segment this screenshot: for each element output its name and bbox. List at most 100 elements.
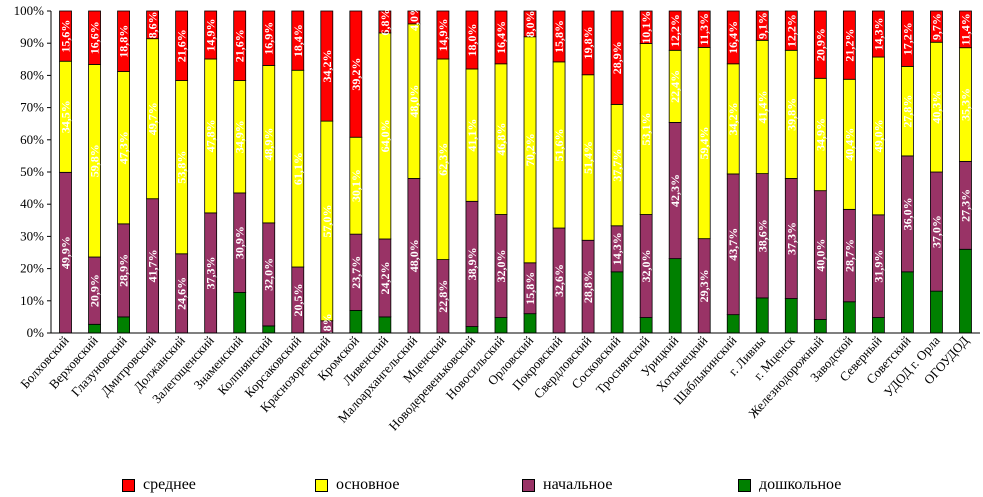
legend-label: начальное	[543, 476, 613, 493]
bar-segment-среднее	[901, 10, 914, 67]
data-label: 22,4%	[668, 70, 682, 103]
legend-item: основное	[315, 476, 399, 494]
data-label: 9,7%	[929, 13, 943, 40]
data-label: 14,9%	[436, 18, 450, 51]
data-label: 14,3%	[871, 18, 885, 51]
data-label: 18,8%	[117, 25, 131, 58]
bar-segment-среднее	[668, 10, 682, 51]
data-label: 34,5%	[59, 100, 73, 133]
data-label: 49,0%	[871, 119, 885, 152]
bar-segment-среднее	[436, 10, 450, 60]
data-label: 51,6%	[552, 128, 566, 161]
data-label: 46,8%	[494, 123, 508, 156]
data-label: 32,0%	[494, 250, 508, 283]
legend-swatch	[738, 478, 751, 492]
bar-segment-дошкольное	[610, 271, 624, 334]
y-tick-label: 70%	[20, 100, 44, 115]
bar-segment-среднее	[552, 10, 566, 63]
bar-segment-среднее	[175, 10, 189, 81]
bar-segment-среднее	[755, 10, 769, 41]
bar-segment-среднее	[813, 10, 827, 79]
bar-segment-дошкольное	[349, 310, 363, 334]
bar-segment-среднее	[842, 10, 856, 80]
bars: 49,9% 34,5% 15,6% 20,9% 59,8% 16,6% 28,9% 47,3%…	[59, 4, 973, 340]
bar-segment-дошкольное	[378, 316, 392, 334]
legend: среднее основное начальное дошкольное	[0, 474, 983, 496]
legend-item: среднее	[122, 476, 196, 494]
data-label: 10,1%	[639, 11, 653, 44]
bar-segment-среднее	[320, 10, 334, 122]
bar-segment-дошкольное	[930, 290, 943, 334]
bar-segment-среднее	[88, 10, 101, 65]
data-label: 64,0%	[378, 119, 392, 152]
data-label: 28,9%	[610, 41, 624, 74]
y-tick-label: 90%	[20, 35, 44, 50]
data-label: 19,8%	[581, 26, 595, 59]
data-label: 15,8%	[552, 20, 566, 53]
data-label: 16,4%	[726, 21, 740, 54]
data-label: 40,3%	[929, 91, 943, 124]
bar-segment-среднее	[146, 10, 160, 40]
data-label: 49,7%	[146, 102, 160, 135]
y-tick-label: 0%	[27, 325, 45, 340]
y-axis: 0% 10% 20% 30% 40% 50% 60% 70% 80% 90% 100%	[14, 3, 52, 340]
bar-segment-дошкольное	[233, 292, 247, 334]
data-label: 37,3%	[784, 222, 798, 255]
bar-segment-среднее	[378, 10, 392, 34]
data-label: 48,0%	[407, 85, 421, 118]
bar-segment-среднее	[523, 10, 537, 38]
data-label: 34,9%	[233, 120, 247, 153]
data-label: 53,1%	[639, 113, 653, 146]
data-label: 35,3%	[958, 88, 972, 121]
bar-segment-дошкольное	[784, 298, 798, 334]
data-label: 14,3%	[610, 232, 624, 265]
y-tick-label: 30%	[20, 228, 44, 243]
bar-segment-дошкольное	[842, 301, 856, 334]
data-label: 37,0%	[929, 215, 943, 248]
bar-segment-дошкольное	[262, 325, 276, 334]
data-label: 57,0%	[320, 204, 334, 237]
data-label: 6,8%	[378, 8, 392, 35]
data-label: 8,0%	[523, 10, 537, 37]
data-label: 16,6%	[88, 21, 102, 54]
bar-segment-среднее	[204, 10, 218, 60]
data-label: 49,9%	[59, 236, 73, 269]
data-label: 37,3%	[204, 256, 218, 289]
data-label: 11,3%	[697, 13, 711, 45]
data-label: 21,2%	[842, 29, 856, 62]
data-label: 28,7%	[842, 239, 856, 272]
data-label: 24,6%	[175, 277, 189, 310]
data-label: 34,2%	[320, 50, 334, 83]
bar-segment-среднее	[291, 10, 305, 71]
bar-segment-дошкольное	[117, 316, 130, 334]
data-label: 36,0%	[900, 197, 914, 230]
bar-segment-дошкольное	[901, 271, 914, 334]
data-label: 29,3%	[697, 269, 711, 302]
data-label: 28,9%	[117, 254, 131, 287]
data-label: 70,2%	[523, 133, 537, 166]
y-tick-label: 20%	[20, 261, 44, 276]
y-tick-label: 10%	[20, 293, 44, 308]
data-label: 18,4%	[291, 24, 305, 57]
data-label: 59,4%	[697, 127, 711, 160]
bar-segment-дошкольное	[465, 326, 479, 334]
bar-segment-дошкольное	[668, 258, 682, 334]
bar-segment-дошкольное	[494, 317, 508, 334]
data-label: 32,6%	[552, 264, 566, 297]
data-label: 41,4%	[755, 90, 769, 123]
bar-segment-среднее	[639, 10, 653, 44]
legend-label: среднее	[143, 476, 196, 493]
bar-segment-среднее	[262, 10, 276, 66]
bar-segment-среднее	[697, 10, 711, 48]
data-label: 21,6%	[175, 29, 189, 62]
data-label: 16,9%	[262, 22, 276, 55]
data-label: 53,8%	[175, 151, 189, 184]
y-tick-label: 50%	[20, 164, 44, 179]
bar-segment-дошкольное	[959, 248, 972, 334]
bar-segment-среднее	[581, 10, 595, 76]
legend-swatch	[315, 478, 328, 492]
data-label: 62,3%	[436, 143, 450, 176]
data-label: 38,9%	[465, 247, 479, 280]
bar-segment-среднее	[59, 10, 72, 62]
